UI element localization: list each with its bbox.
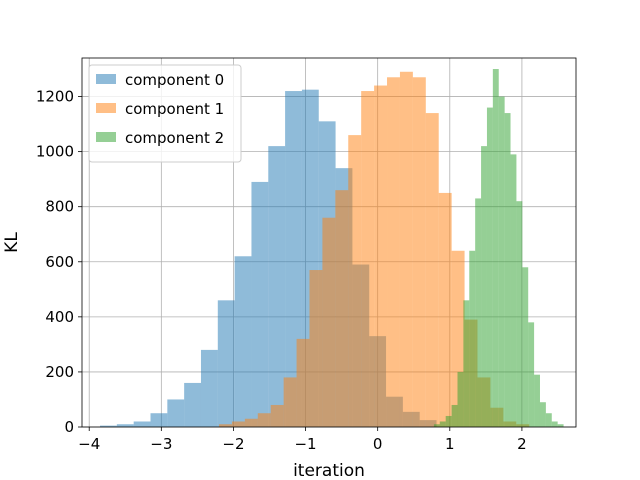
- histogram-bar: [412, 77, 426, 427]
- plot-area-frame: [81, 57, 577, 428]
- histogram-bar: [399, 71, 413, 428]
- histogram-bar: [361, 91, 375, 428]
- histogram-bar: [522, 267, 529, 427]
- histogram-bar: [534, 374, 540, 427]
- histogram-bar: [504, 113, 511, 428]
- histogram-bar: [557, 424, 564, 427]
- x-tick-label: 1: [445, 435, 455, 453]
- histogram-bar: [486, 107, 493, 427]
- histogram-bar: [133, 421, 151, 427]
- histogram-bar: [510, 154, 517, 427]
- legend-label: component 0: [125, 71, 224, 89]
- histogram-bar: [492, 69, 499, 427]
- histogram-bar: [184, 382, 201, 427]
- histogram-bar: [438, 192, 452, 427]
- legend-label: component 1: [125, 100, 224, 118]
- y-tick-label: 1200: [36, 88, 74, 106]
- x-tick-label: 2: [517, 435, 527, 453]
- histogram-bar: [481, 146, 487, 428]
- histogram-bar: [268, 146, 286, 428]
- histogram-bar: [270, 404, 284, 427]
- y-tick-label: 600: [45, 253, 74, 271]
- histogram-bar: [451, 404, 458, 427]
- histogram-bar: [150, 413, 168, 427]
- histogram-bar: [516, 201, 523, 427]
- x-axis-ticks: −4 −3 −2 −1 0 1 2: [78, 427, 527, 453]
- histogram-bar: [257, 413, 271, 427]
- legend-swatch: [96, 74, 116, 84]
- x-tick-label: −1: [294, 435, 316, 453]
- histogram-bar: [545, 413, 552, 427]
- series-2: [433, 69, 564, 428]
- histogram-bar: [322, 217, 336, 427]
- legend: component 0 component 1 component 2: [88, 64, 242, 163]
- histogram-bar: [475, 198, 482, 427]
- histogram-bar: [217, 300, 235, 427]
- histogram-bar: [244, 418, 258, 427]
- histogram-bar: [167, 399, 185, 427]
- y-tick-label: 0: [64, 418, 74, 436]
- histogram-bar: [445, 415, 452, 427]
- x-tick-label: −2: [222, 435, 244, 453]
- histogram-bar: [231, 421, 245, 427]
- histogram-bar: [283, 377, 297, 427]
- y-tick-label: 800: [45, 198, 74, 216]
- x-tick-label: −3: [150, 435, 172, 453]
- x-axis-label: iteration: [293, 461, 365, 480]
- histogram-bar: [200, 349, 218, 427]
- histogram-bar: [335, 190, 349, 427]
- histogram-bar: [433, 424, 440, 427]
- y-axis-label: KL: [2, 232, 22, 253]
- histogram-bar: [251, 181, 269, 427]
- histogram-bar: [374, 85, 388, 427]
- histogram-bar: [100, 425, 117, 427]
- histogram-bar: [296, 338, 310, 427]
- x-tick-label: −4: [78, 435, 100, 453]
- y-tick-label: 400: [45, 308, 74, 326]
- histogram-bar: [551, 421, 558, 427]
- histogram-bar: [387, 77, 400, 427]
- histogram-bar: [539, 402, 546, 427]
- legend-frame: [88, 64, 242, 163]
- histogram-bar: [425, 113, 439, 428]
- y-tick-label: 1000: [36, 143, 74, 161]
- y-axis-ticks: 0 200 400 600 800 1000 1200: [36, 88, 82, 436]
- histogram-bar: [457, 371, 464, 427]
- histogram-bar: [469, 250, 476, 427]
- legend-swatch: [96, 132, 116, 142]
- legend-label: component 2: [125, 129, 224, 147]
- histogram-bars: [100, 69, 564, 428]
- y-tick-label: 200: [45, 363, 74, 381]
- histogram-bar: [528, 322, 535, 427]
- histogram-bar: [309, 270, 323, 427]
- histogram-bar: [498, 96, 505, 427]
- histogram-bar: [439, 421, 446, 427]
- histogram-bar: [463, 300, 470, 427]
- histogram-bar: [348, 135, 362, 427]
- histogram-bar: [234, 256, 252, 427]
- x-tick-label: 0: [373, 435, 383, 453]
- histogram-bar: [116, 424, 134, 427]
- legend-swatch: [96, 103, 116, 113]
- histogram-bar: [219, 424, 232, 427]
